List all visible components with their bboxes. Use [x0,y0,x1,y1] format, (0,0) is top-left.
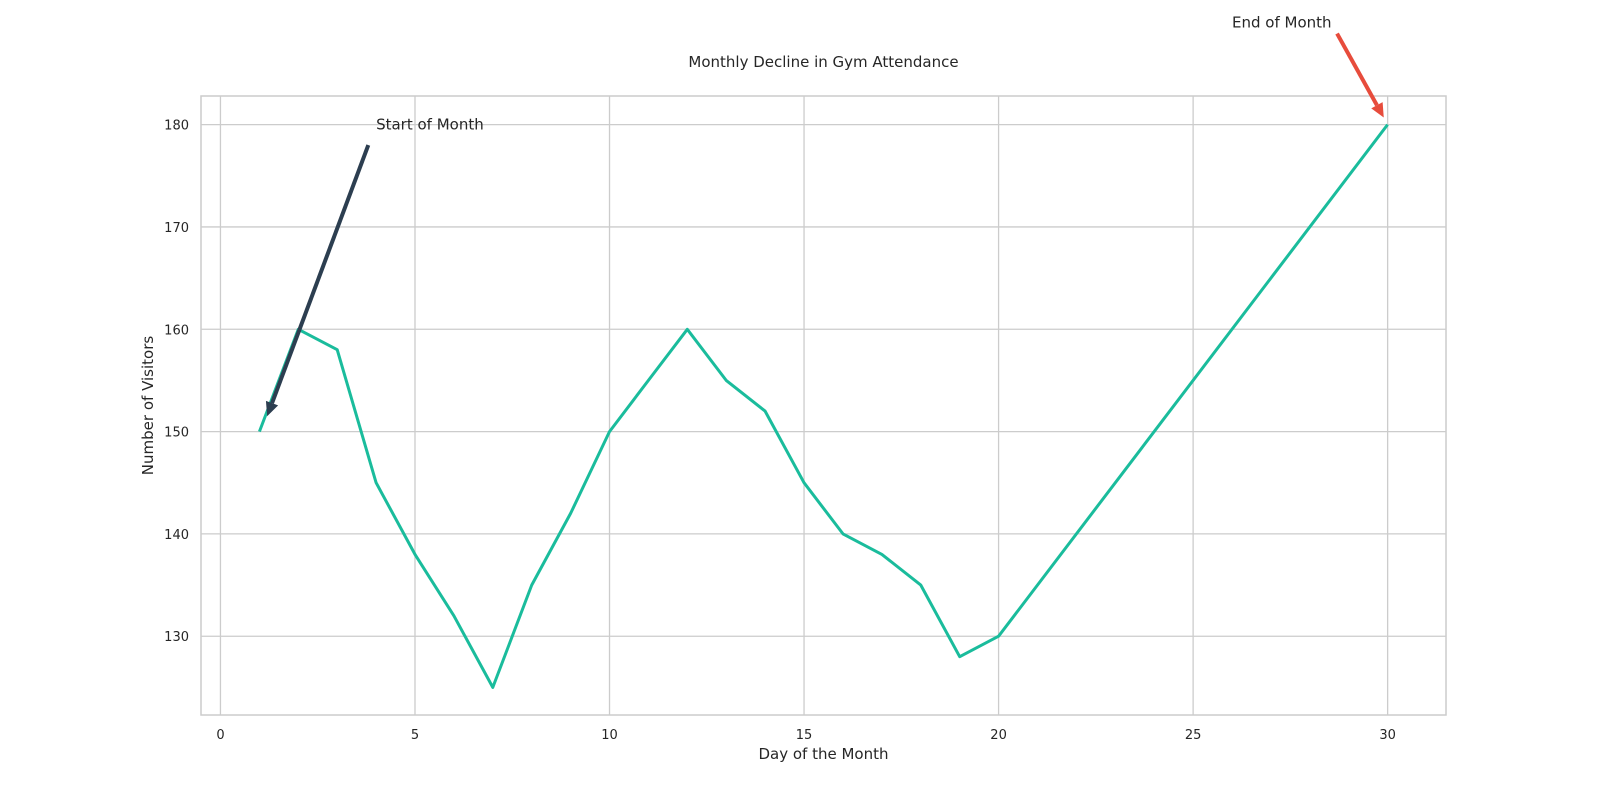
x-tick-label: 10 [601,728,618,743]
annotations: Start of Month End of Month [265,13,1384,417]
x-axis-ticks: 0 5 10 15 20 25 30 [216,728,1396,743]
annotation-arrow-head [265,400,279,417]
y-tick-label: 170 [164,221,189,236]
series-layer [257,123,1389,689]
x-tick-label: 25 [1185,728,1202,743]
y-axis-ticks: 130 140 150 160 170 180 [164,119,189,646]
y-tick-label: 180 [164,119,189,134]
x-tick-label: 20 [990,728,1007,743]
y-tick-label: 140 [164,528,189,543]
x-axis-label: Day of the Month [758,745,888,763]
x-tick-label: 0 [216,728,224,743]
x-tick-label: 5 [411,728,419,743]
plot-frame [200,95,1447,716]
y-tick-label: 160 [164,323,189,338]
annotation-arrow-head [1371,102,1384,118]
chart-title: Monthly Decline in Gym Attendance [688,53,958,71]
annotation-arrow-shaft [270,144,371,404]
annotation-label: End of Month [1232,13,1332,31]
y-tick-label: 130 [164,630,189,645]
y-axis-label: Number of Visitors [139,336,157,476]
annotation-label: Start of Month [376,116,484,134]
series-line [257,123,1389,689]
grid [201,96,1446,715]
annotation-arrow-shaft [1335,32,1379,107]
y-tick-label: 150 [164,426,189,441]
x-tick-label: 30 [1379,728,1396,743]
x-tick-label: 15 [796,728,813,743]
